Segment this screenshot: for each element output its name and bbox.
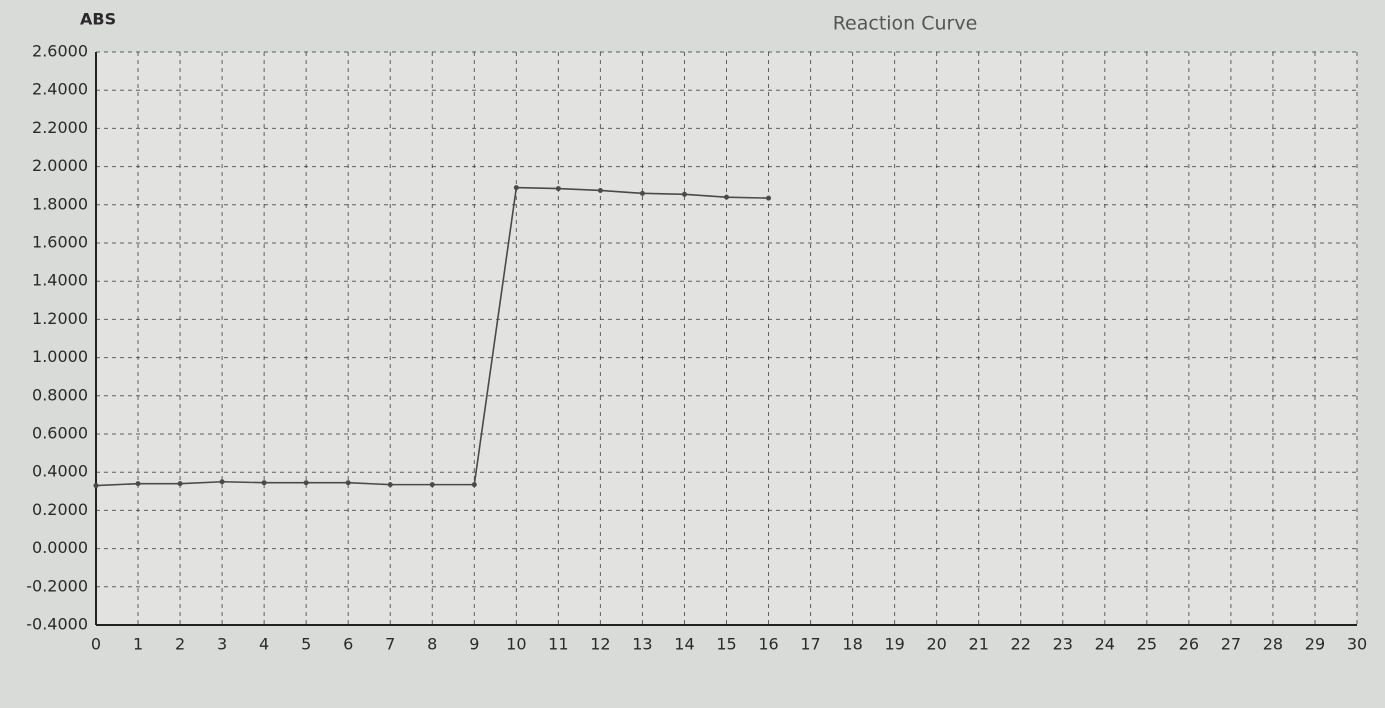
y-tick-label: 2.4000 <box>32 80 88 99</box>
x-tick-label: 8 <box>427 635 437 654</box>
x-tick-label: 2 <box>175 635 185 654</box>
x-tick-label: 1 <box>133 635 143 654</box>
y-tick-label: 0.4000 <box>32 462 88 481</box>
data-point <box>345 480 351 486</box>
y-tick-label: 0.8000 <box>32 385 88 404</box>
y-tick-label: 2.0000 <box>32 156 88 175</box>
y-tick-label: 1.6000 <box>32 233 88 252</box>
data-point <box>93 483 99 489</box>
y-tick-label: -0.2000 <box>26 576 88 595</box>
x-tick-label: 9 <box>469 635 479 654</box>
y-tick-label: -0.4000 <box>26 615 88 634</box>
x-tick-label: 24 <box>1095 635 1115 654</box>
data-point <box>429 482 435 488</box>
y-tick-label: 1.4000 <box>32 271 88 290</box>
data-point <box>261 480 267 486</box>
data-point <box>555 186 561 192</box>
y-tick-label: 1.8000 <box>32 194 88 213</box>
y-axis-label: ABS <box>80 10 116 29</box>
x-tick-label: 16 <box>758 635 778 654</box>
x-tick-label: 14 <box>674 635 694 654</box>
x-tick-label: 29 <box>1305 635 1325 654</box>
x-tick-label: 15 <box>716 635 736 654</box>
x-tick-label: 26 <box>1179 635 1199 654</box>
y-tick-label: 2.6000 <box>32 42 88 61</box>
data-point <box>387 482 393 488</box>
y-tick-label: 2.2000 <box>32 118 88 137</box>
x-tick-label: 5 <box>301 635 311 654</box>
x-tick-label: 22 <box>1011 635 1031 654</box>
x-tick-label: 23 <box>1053 635 1073 654</box>
x-tick-label: 13 <box>632 635 652 654</box>
x-tick-label: 25 <box>1137 635 1157 654</box>
x-tick-label: 11 <box>548 635 568 654</box>
data-point <box>597 187 603 193</box>
data-point <box>135 481 141 487</box>
data-point <box>471 482 477 488</box>
data-point <box>766 195 772 201</box>
data-point <box>177 481 183 487</box>
data-point <box>681 191 687 197</box>
x-tick-label: 28 <box>1263 635 1283 654</box>
y-tick-label: 1.2000 <box>32 309 88 328</box>
data-point <box>639 190 645 196</box>
x-tick-label: 7 <box>385 635 395 654</box>
x-tick-label: 19 <box>884 635 904 654</box>
x-tick-label: 30 <box>1347 635 1367 654</box>
y-tick-label: 1.0000 <box>32 347 88 366</box>
x-tick-label: 10 <box>506 635 526 654</box>
chart-title: Reaction Curve <box>833 13 978 35</box>
plot-area <box>96 52 1357 625</box>
x-tick-label: 4 <box>259 635 269 654</box>
data-point <box>219 479 225 485</box>
x-tick-label: 6 <box>343 635 353 654</box>
x-tick-label: 17 <box>800 635 820 654</box>
x-tick-label: 12 <box>590 635 610 654</box>
y-tick-label: 0.2000 <box>32 500 88 519</box>
data-point <box>724 194 729 200</box>
y-tick-label: 0.0000 <box>32 538 88 557</box>
y-tick-label: 0.6000 <box>32 424 88 443</box>
x-tick-label: 27 <box>1221 635 1241 654</box>
x-tick-label: 3 <box>217 635 227 654</box>
x-tick-label: 0 <box>91 635 101 654</box>
x-tick-label: 21 <box>969 635 989 654</box>
x-tick-label: 18 <box>842 635 862 654</box>
data-point <box>303 480 309 486</box>
x-tick-label: 20 <box>926 635 946 654</box>
data-point <box>513 185 519 191</box>
